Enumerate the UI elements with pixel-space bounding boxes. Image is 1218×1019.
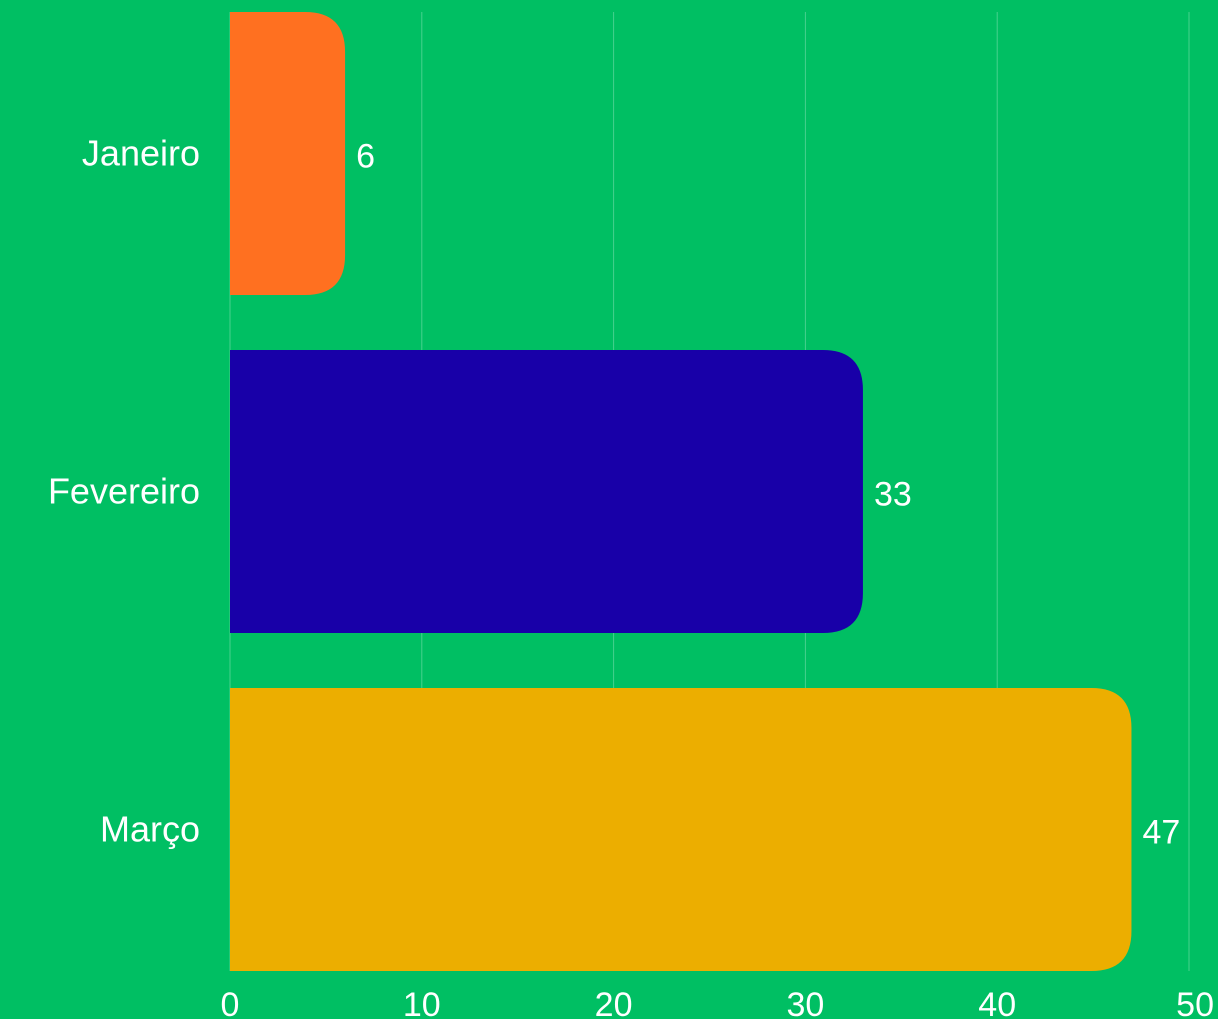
category-label: Março [100,809,200,850]
value-label: 6 [356,138,375,176]
category-label: Janeiro [82,133,200,174]
bar-fevereiro [230,350,863,633]
x-tick-label: 30 [786,986,824,1019]
x-tick-label: 10 [403,986,441,1019]
value-label: 33 [874,476,912,514]
x-tick-label: 50 [1176,986,1214,1019]
value-labels: 6 33 47 [356,138,1180,852]
category-label: Fevereiro [48,471,200,512]
x-tick-label: 40 [978,986,1016,1019]
category-labels: Janeiro Fevereiro Março [48,133,200,850]
x-tick-label: 0 [221,986,240,1019]
value-label: 47 [1142,814,1180,852]
x-axis-ticks: 0 10 20 30 40 50 [221,986,1214,1019]
x-tick-label: 20 [595,986,633,1019]
bar-janeiro [230,12,346,295]
bars [230,12,1132,971]
bar-março [230,688,1132,971]
